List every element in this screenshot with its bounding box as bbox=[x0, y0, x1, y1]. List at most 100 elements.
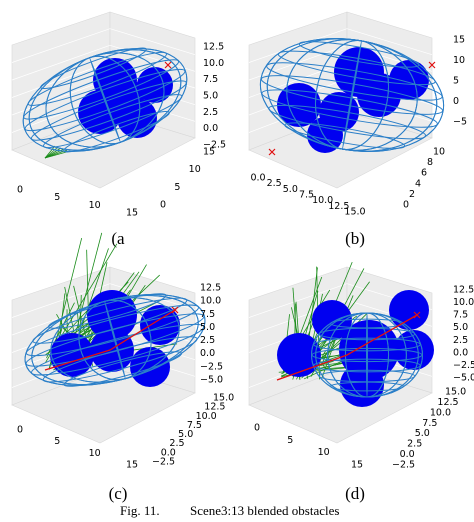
z-tick-label: 15 bbox=[453, 35, 465, 46]
parallel bbox=[40, 47, 147, 90]
planned-path bbox=[44, 309, 176, 371]
z-tick-label: −5 bbox=[453, 117, 467, 128]
z-tick-label: 5.0 bbox=[453, 322, 468, 333]
z-tick-label: 7.5 bbox=[203, 74, 218, 85]
ellipsoid-wireframe bbox=[259, 38, 445, 152]
z-tick-label: 7.5 bbox=[453, 310, 468, 321]
panel-label: (d) bbox=[345, 484, 365, 503]
x-tick-label: 15 bbox=[126, 208, 138, 219]
y-tick-label: 2.5 bbox=[407, 439, 422, 450]
parallel bbox=[47, 293, 167, 329]
parallel bbox=[268, 104, 427, 140]
y-tick-label: 10 bbox=[433, 147, 445, 158]
axis-pane bbox=[248, 366, 433, 444]
z-tick-label: 10.0 bbox=[200, 296, 221, 307]
x-tick-label: 5 bbox=[287, 435, 293, 446]
z-tick-label: 2.5 bbox=[203, 107, 218, 118]
y-tick-label: 0.0 bbox=[161, 447, 176, 458]
caption-number: Fig. 11. bbox=[120, 503, 160, 518]
x-tick-label: 12.5 bbox=[328, 201, 349, 212]
pane-grid bbox=[11, 283, 111, 318]
y-tick-label: 7.5 bbox=[187, 420, 202, 431]
obstacle-sphere bbox=[277, 83, 321, 127]
z-tick-label: 12.5 bbox=[203, 42, 224, 53]
z-tick-label: 5 bbox=[453, 76, 459, 87]
panel-label: (b) bbox=[345, 229, 365, 248]
x-tick-label: 15 bbox=[351, 460, 363, 471]
x-tick-label: 2.5 bbox=[267, 178, 282, 189]
z-tick-label: 0.0 bbox=[203, 123, 218, 134]
y-tick-label: 10.0 bbox=[196, 411, 217, 422]
pane-grid bbox=[248, 45, 348, 81]
x-tick-label: 15.0 bbox=[344, 207, 365, 218]
pane-grid bbox=[109, 28, 196, 56]
y-tick-label: 12.5 bbox=[204, 402, 225, 413]
parallel bbox=[311, 347, 423, 363]
panel: 12.510.07.55.02.50.0−2.5−5.015.012.510.0… bbox=[11, 232, 234, 503]
parallel bbox=[63, 351, 183, 387]
y-tick-label: 2.5 bbox=[169, 438, 184, 449]
ellipsoid-wireframe bbox=[22, 47, 188, 153]
y-tick-label: 10 bbox=[189, 164, 201, 175]
obstacle-sphere bbox=[389, 290, 429, 330]
pane-grid bbox=[248, 28, 348, 63]
parallel bbox=[284, 122, 406, 149]
parallel bbox=[261, 89, 438, 128]
z-tick-label: 10.0 bbox=[203, 58, 224, 69]
panel: 12.510.07.55.02.50.0−2.5−5.015.012.510.0… bbox=[248, 261, 474, 503]
z-tick-label: 0.0 bbox=[200, 348, 215, 359]
z-tick-label: 10 bbox=[453, 55, 465, 66]
pane-grid bbox=[346, 28, 433, 56]
x-tick-label: 10.0 bbox=[312, 195, 333, 206]
parallel bbox=[313, 337, 421, 352]
caption-text: Scene3:13 blended obstacles bbox=[190, 503, 339, 518]
pane-grid bbox=[11, 45, 111, 81]
parallel bbox=[27, 51, 168, 106]
y-tick-label: 2 bbox=[409, 189, 415, 200]
parallel bbox=[24, 68, 186, 132]
obstacle-sphere bbox=[50, 333, 94, 377]
x-tick-label: 5.0 bbox=[283, 184, 298, 195]
trajectory-sample bbox=[44, 145, 56, 159]
x-tick-label: 15 bbox=[126, 460, 138, 471]
goal-marker bbox=[171, 306, 179, 314]
meridian bbox=[366, 312, 368, 398]
parallel bbox=[23, 59, 180, 120]
parallel bbox=[42, 94, 183, 149]
parallel bbox=[63, 110, 170, 153]
y-tick-label: 15.0 bbox=[445, 387, 466, 398]
obstacle-sphere bbox=[277, 333, 321, 377]
x-tick-label: 10 bbox=[318, 447, 330, 458]
y-tick-label: 0 bbox=[403, 200, 409, 211]
y-tick-label: 15 bbox=[203, 147, 215, 158]
obstacle-sphere bbox=[90, 328, 134, 372]
y-tick-label: 7.5 bbox=[422, 418, 437, 429]
x-tick-label: 0 bbox=[254, 423, 260, 434]
goal-marker bbox=[413, 311, 421, 319]
parallel bbox=[30, 80, 187, 141]
z-tick-label: −5.0 bbox=[200, 375, 223, 386]
parallel bbox=[313, 358, 421, 373]
z-tick-label: −2.5 bbox=[203, 140, 226, 151]
x-tick-label: 0.0 bbox=[250, 173, 265, 184]
meridian bbox=[259, 38, 445, 152]
y-tick-label: 8 bbox=[427, 157, 433, 168]
parallel bbox=[277, 50, 436, 86]
y-tick-label: −2.5 bbox=[392, 460, 415, 471]
z-tick-label: −2.5 bbox=[200, 361, 223, 372]
pane-grid bbox=[11, 28, 111, 63]
parallel bbox=[25, 313, 205, 367]
panel-label: (a bbox=[111, 229, 125, 248]
x-tick-label: 10 bbox=[89, 448, 101, 459]
z-tick-label: 2.5 bbox=[453, 335, 468, 346]
x-tick-label: 0 bbox=[17, 185, 23, 196]
z-tick-label: 7.5 bbox=[200, 309, 215, 320]
z-tick-label: 10.0 bbox=[453, 297, 474, 308]
goal-marker bbox=[268, 148, 276, 156]
y-tick-label: −2.5 bbox=[152, 457, 175, 468]
parallel bbox=[266, 62, 443, 101]
z-tick-label: 12.5 bbox=[200, 283, 221, 294]
parallel bbox=[330, 381, 404, 392]
